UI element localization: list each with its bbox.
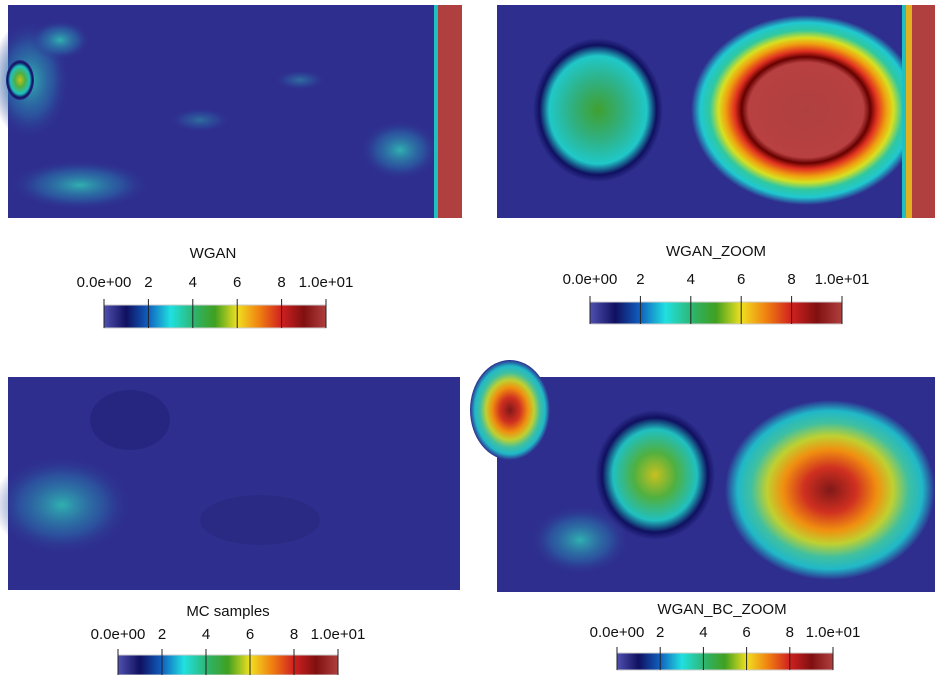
colorbar-tick-label: 0.0e+00 bbox=[91, 626, 146, 643]
colorbar-tick-label: 6 bbox=[246, 626, 254, 643]
colorbar-title: WGAN_BC_ZOOM bbox=[657, 601, 786, 618]
colorbar-tick-label: 0.0e+00 bbox=[590, 624, 645, 641]
colorbar-title: WGAN bbox=[190, 245, 237, 262]
colorbar-tick-label: 0.0e+00 bbox=[563, 271, 618, 288]
colorbar-tick-label: 2 bbox=[144, 274, 152, 291]
colorbar-tick-label: 4 bbox=[202, 626, 210, 643]
colorbar-tick-label: 8 bbox=[277, 274, 285, 291]
colorbar-tick-label: 6 bbox=[737, 271, 745, 288]
colorbar-tick-label: 1.0e+01 bbox=[815, 271, 870, 288]
colorbar bbox=[617, 653, 833, 670]
colorbar-tick-label: 8 bbox=[787, 271, 795, 288]
colorbar-tick-label: 0.0e+00 bbox=[77, 274, 132, 291]
colorbar-tick-label: 8 bbox=[786, 624, 794, 641]
colorbar-title: MC samples bbox=[186, 603, 269, 620]
field-wgan-zoom bbox=[497, 5, 935, 218]
colorbar bbox=[590, 302, 842, 324]
colorbar-tick-label: 4 bbox=[687, 271, 695, 288]
colorbar-tick-label: 2 bbox=[636, 271, 644, 288]
colorbar-tick-label: 1.0e+01 bbox=[311, 626, 366, 643]
colorbar bbox=[104, 305, 326, 328]
colorbar-title: WGAN_ZOOM bbox=[666, 243, 766, 260]
field-wgan bbox=[0, 5, 462, 218]
colorbar-tick-label: 4 bbox=[699, 624, 707, 641]
colorbar-tick-label: 1.0e+01 bbox=[299, 274, 354, 291]
colorbar-tick-label: 2 bbox=[656, 624, 664, 641]
colorbar-tick-label: 6 bbox=[742, 624, 750, 641]
colorbar-tick-label: 8 bbox=[290, 626, 298, 643]
colorbar-tick-label: 1.0e+01 bbox=[806, 624, 861, 641]
field-mc-samples bbox=[0, 377, 460, 590]
field-wgan-bc-zoom bbox=[470, 360, 935, 592]
colorbar-tick-label: 6 bbox=[233, 274, 241, 291]
colorbar-tick-label: 2 bbox=[158, 626, 166, 643]
figure: WGAN WGAN_ZOOM MC samples WGAN_BC_ZOOM 0… bbox=[0, 0, 940, 675]
colorbar bbox=[118, 655, 338, 675]
colorbar-tick-label: 4 bbox=[189, 274, 197, 291]
